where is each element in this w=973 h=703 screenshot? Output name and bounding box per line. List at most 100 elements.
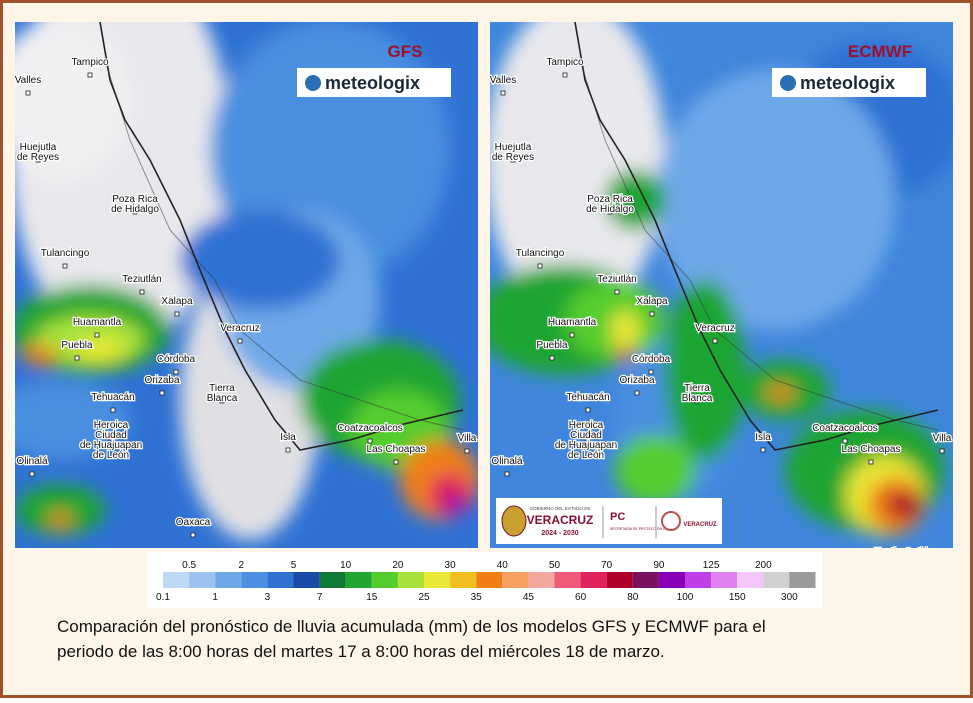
city-marker xyxy=(500,90,506,96)
brand-icon xyxy=(780,75,796,91)
rain-area xyxy=(180,210,340,310)
city-marker xyxy=(504,471,510,477)
city-label: Villa xyxy=(933,433,952,444)
city-label: Tehuacán xyxy=(566,392,609,403)
logo-text: PC xyxy=(610,511,625,523)
city-marker xyxy=(139,289,145,295)
city-marker xyxy=(25,90,31,96)
city-marker xyxy=(649,311,655,317)
legend-label: 50 xyxy=(549,560,561,571)
city-label: Villa xyxy=(458,433,477,444)
rain-area xyxy=(15,485,105,535)
model-name: ECMWF xyxy=(848,42,912,61)
boundary xyxy=(104,59,464,431)
city-label: de León xyxy=(93,450,129,461)
city-marker xyxy=(537,263,543,269)
legend-swatch xyxy=(345,572,372,588)
city-marker xyxy=(939,448,945,454)
legend-swatch xyxy=(397,572,424,588)
legend-swatch xyxy=(658,572,685,588)
city-marker xyxy=(29,471,35,477)
legend-label: 40 xyxy=(497,560,509,571)
caption: periodo de las 8:00 horas del martes 17 … xyxy=(57,642,665,661)
legend-label: 1 xyxy=(212,592,218,603)
rain-area xyxy=(15,380,130,460)
city-label: Ciudad xyxy=(570,430,602,441)
legend-label: 150 xyxy=(729,592,746,603)
city-marker xyxy=(393,459,399,465)
city-marker xyxy=(569,332,575,338)
legend-label: 70 xyxy=(601,560,613,571)
coastline xyxy=(99,22,464,451)
legend-swatch xyxy=(711,572,738,588)
city-label: Teziutlán xyxy=(597,274,636,285)
boundary xyxy=(579,59,939,431)
city-label: Huamantla xyxy=(73,317,122,328)
city-label: Isla xyxy=(755,432,771,443)
legend-swatch xyxy=(476,572,503,588)
legend-swatch xyxy=(502,572,529,588)
logo-text: VERACRUZ xyxy=(527,513,594,527)
legend-label: 100 xyxy=(677,592,694,603)
city-label: Teziutlán xyxy=(122,274,161,285)
legend-swatch xyxy=(267,572,294,588)
city-marker xyxy=(219,398,225,404)
city-label: Valles xyxy=(490,75,517,86)
rain-area xyxy=(22,345,58,365)
legend-swatch xyxy=(371,572,398,588)
logo-text: GOBIERNO DEL ESTADO DE xyxy=(529,506,590,511)
city-label: Tampico xyxy=(71,57,109,68)
legend-swatch xyxy=(763,572,790,588)
legend-swatch xyxy=(189,572,216,588)
legend-label: 25 xyxy=(418,592,430,603)
legend-swatch xyxy=(528,572,555,588)
legend-swatch xyxy=(293,572,320,588)
legend-label: 5 xyxy=(291,560,297,571)
city-label: Las Choapas xyxy=(367,444,426,455)
rain-area xyxy=(617,347,633,363)
city-label: Poza Rica xyxy=(112,194,158,205)
city-label: Veracruz xyxy=(220,323,259,334)
rain-area xyxy=(765,385,795,401)
legend-swatch xyxy=(215,572,242,588)
rain-area xyxy=(445,495,465,515)
logo-text: 2024 - 2030 xyxy=(541,530,578,537)
rain-area xyxy=(655,70,895,330)
city-label: Heroica xyxy=(569,420,604,431)
legend-swatch xyxy=(450,572,477,588)
city-label: Olinalá xyxy=(16,456,48,467)
city-marker xyxy=(74,355,80,361)
legend-label: 80 xyxy=(627,592,639,603)
rain-area xyxy=(887,491,923,519)
legend-label: 30 xyxy=(445,560,457,571)
city-label: Poza Rica xyxy=(587,194,633,205)
brand-name: meteologix xyxy=(800,73,895,93)
city-marker xyxy=(634,390,640,396)
city-marker xyxy=(237,338,243,344)
rain-area xyxy=(490,22,665,320)
city-label: Ciudad xyxy=(95,430,127,441)
city-label: Blanca xyxy=(207,393,238,404)
city-label: Oaxaca xyxy=(176,517,211,528)
brand-box xyxy=(297,68,451,97)
coastline xyxy=(574,22,939,451)
rain-area xyxy=(610,310,640,350)
model-name: GFS xyxy=(388,42,423,61)
city-label: Isla xyxy=(280,432,296,443)
legend-swatch xyxy=(580,572,607,588)
city-marker xyxy=(694,398,700,404)
city-label: de Reyes xyxy=(492,152,534,163)
logo-background xyxy=(496,498,722,544)
legend-label: 35 xyxy=(471,592,483,603)
rain-area xyxy=(48,512,72,528)
city-label: Coatzacoalcos xyxy=(337,423,403,434)
city-marker xyxy=(712,338,718,344)
city-label: Orizaba xyxy=(144,375,179,386)
legend-swatch xyxy=(632,572,659,588)
